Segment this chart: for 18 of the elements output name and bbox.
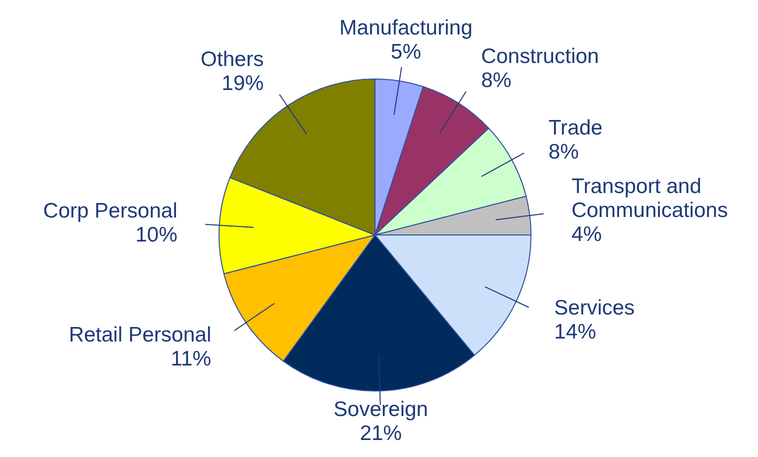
data-label: 8%: [548, 140, 579, 164]
data-label: 11%: [170, 347, 212, 370]
slice-label: Retail Personal: [68, 323, 212, 346]
data-label: 19%: [222, 72, 264, 96]
slice-label: Services: [554, 296, 635, 320]
data-label: 8%: [481, 68, 512, 92]
data-label: 14%: [554, 320, 596, 344]
slice-label: Corp Personal: [43, 200, 178, 223]
slice-label: Construction: [481, 44, 599, 68]
data-label: 5%: [390, 40, 422, 64]
slice-label: Trade: [548, 116, 603, 140]
data-label: 4%: [571, 223, 602, 246]
slice-label: Sovereign: [334, 398, 428, 421]
data-label: 21%: [360, 422, 402, 445]
slice-label: Manufacturing: [339, 16, 473, 40]
slice-label: Transport and Communications: [571, 175, 728, 222]
slice-label: Others: [200, 48, 264, 72]
data-label: 10%: [135, 224, 178, 247]
